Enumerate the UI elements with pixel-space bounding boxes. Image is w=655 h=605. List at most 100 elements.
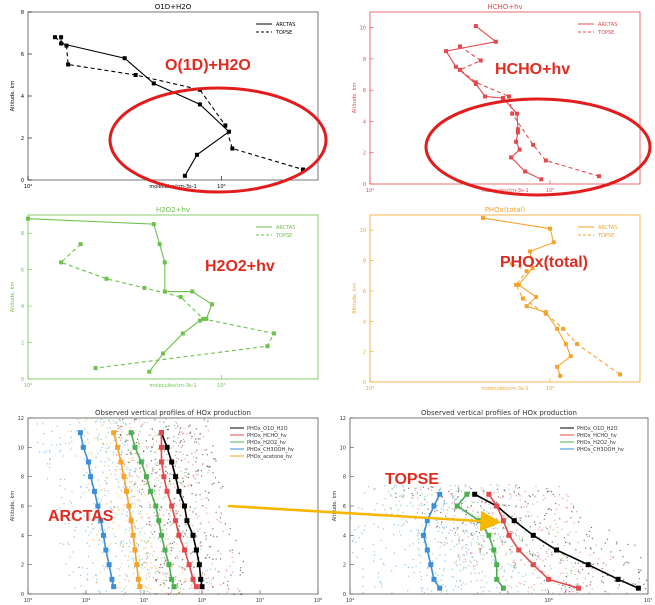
scatter-point xyxy=(374,509,376,511)
scatter-point xyxy=(70,430,72,432)
scatter-point xyxy=(67,430,69,432)
scatter-point xyxy=(458,540,460,542)
scatter-point xyxy=(174,514,177,516)
scatter-point xyxy=(181,567,184,569)
scatter-point xyxy=(228,533,230,535)
scatter-point xyxy=(549,565,551,567)
scatter-point xyxy=(518,487,520,489)
scatter-point xyxy=(393,552,396,554)
scatter-point xyxy=(177,528,179,530)
scatter-point xyxy=(458,536,460,538)
y-tick-label: 6 xyxy=(343,504,346,510)
scatter-point xyxy=(572,505,574,507)
scatter-point xyxy=(95,574,97,576)
scatter-point xyxy=(453,576,455,578)
scatter-point xyxy=(101,471,104,473)
scatter-point xyxy=(121,513,123,515)
topse-marker xyxy=(618,372,623,377)
scatter-point xyxy=(131,489,133,491)
scatter-point xyxy=(441,496,443,498)
scatter-point xyxy=(566,572,568,574)
scatter-point xyxy=(149,573,151,575)
scatter-point xyxy=(129,469,132,471)
scatter-point xyxy=(537,556,539,558)
scatter-point xyxy=(464,560,466,563)
scatter-point xyxy=(96,437,98,440)
legend-label: PHOx_H2O2_hv xyxy=(577,440,616,446)
profile-marker xyxy=(500,585,506,591)
scatter-point xyxy=(465,567,467,569)
scatter-point xyxy=(443,570,445,572)
scatter-point xyxy=(83,515,85,517)
scatter-point xyxy=(481,507,483,509)
scatter-point xyxy=(606,574,608,576)
scatter-point xyxy=(125,439,128,441)
scatter-point xyxy=(453,589,455,591)
scatter-point xyxy=(156,485,158,487)
scatter-point xyxy=(179,550,181,552)
scatter-point xyxy=(493,500,495,502)
scatter-point xyxy=(155,452,157,454)
scatter-point xyxy=(419,571,421,573)
scatter-point xyxy=(518,494,521,496)
scatter-point xyxy=(182,453,185,456)
y-tick-label: 2 xyxy=(21,563,24,569)
scatter-point xyxy=(208,545,210,547)
scatter-point xyxy=(492,527,494,530)
scatter-point xyxy=(465,524,467,526)
scatter-point xyxy=(129,427,132,429)
scatter-point xyxy=(461,522,464,524)
arctas-marker xyxy=(194,152,199,157)
scatter-point xyxy=(134,442,136,444)
scatter-point xyxy=(571,511,573,513)
scatter-point xyxy=(172,445,174,447)
profile-marker xyxy=(158,430,164,436)
scatter-point xyxy=(592,563,595,565)
scatter-point xyxy=(87,555,89,558)
scatter-point xyxy=(90,531,92,533)
scatter-point xyxy=(123,444,125,446)
profile-marker xyxy=(530,562,536,568)
scatter-point xyxy=(133,483,136,485)
scatter-point xyxy=(555,523,557,525)
scatter-point xyxy=(473,523,475,525)
scatter-point xyxy=(114,422,116,424)
scatter-point xyxy=(578,571,580,573)
scatter-point xyxy=(192,524,194,527)
scatter-point xyxy=(546,491,548,493)
scatter-point xyxy=(90,464,92,466)
scatter-point xyxy=(173,502,175,505)
scatter-point xyxy=(97,590,99,592)
scatter-point xyxy=(224,523,227,525)
y-tick-label: 10 xyxy=(18,445,24,451)
scatter-point xyxy=(159,540,162,542)
topse-marker xyxy=(520,296,525,301)
scatter-point xyxy=(104,512,107,515)
scatter-point xyxy=(178,525,181,527)
scatter-point xyxy=(139,484,141,486)
scatter-point xyxy=(500,568,502,570)
y-tick-label: 4 xyxy=(21,304,24,310)
scatter-point xyxy=(542,560,544,562)
scatter-point xyxy=(510,576,513,578)
arctas-marker xyxy=(226,129,231,134)
scatter-point xyxy=(123,422,125,424)
scatter-point xyxy=(197,438,199,440)
scatter-point xyxy=(128,475,131,477)
scatter-point xyxy=(418,542,420,544)
scatter-point xyxy=(433,509,435,511)
scatter-point xyxy=(195,535,198,537)
scatter-point xyxy=(191,587,193,589)
scatter-point xyxy=(158,513,160,515)
scatter-point xyxy=(192,511,194,513)
scatter-point xyxy=(130,542,132,544)
scatter-point xyxy=(64,488,66,490)
scatter-point xyxy=(218,520,220,522)
scatter-point xyxy=(470,532,472,534)
scatter-point xyxy=(105,538,107,541)
scatter-point xyxy=(504,528,506,530)
scatter-point xyxy=(215,511,217,513)
scatter-point xyxy=(417,535,419,537)
scatter-point xyxy=(178,445,180,447)
scatter-point xyxy=(522,575,524,578)
